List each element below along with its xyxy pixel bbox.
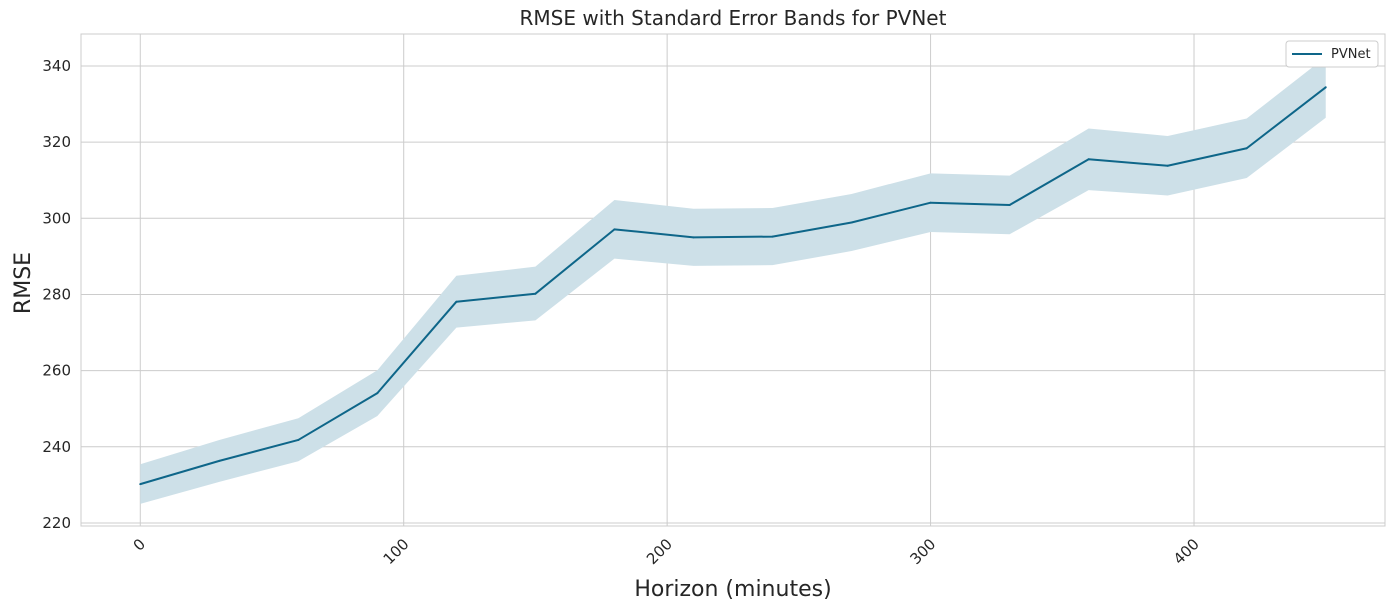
- chart-title: RMSE with Standard Error Bands for PVNet: [520, 6, 947, 30]
- x-tick-label: 200: [643, 535, 676, 568]
- legend-box: [1285, 40, 1379, 68]
- x-tick-labels: 0 100 200 300 400: [130, 535, 1203, 568]
- error-band-layer: [140, 56, 1326, 504]
- legend-label-pvnet: PVNet: [1331, 47, 1371, 62]
- x-axis-label: Horizon (minutes): [634, 577, 831, 602]
- data-point: [297, 438, 300, 441]
- x-tick-label: 400: [1170, 535, 1203, 568]
- data-point: [1008, 203, 1011, 206]
- data-point: [1166, 164, 1169, 167]
- y-tick-label: 340: [42, 57, 71, 75]
- data-point: [455, 300, 458, 303]
- y-tick-label: 240: [42, 438, 71, 456]
- y-tick-label: 320: [42, 133, 71, 151]
- series-line-layer: [139, 86, 1327, 486]
- data-point: [218, 459, 221, 462]
- data-point: [692, 236, 695, 239]
- data-point: [376, 392, 379, 395]
- y-tick-label: 220: [42, 514, 71, 532]
- data-point: [534, 292, 537, 295]
- data-point: [1245, 147, 1248, 150]
- data-point: [613, 228, 616, 231]
- data-point: [929, 201, 932, 204]
- y-tick-label: 280: [42, 285, 71, 303]
- y-tick-label: 300: [42, 209, 71, 227]
- y-tick-label: 260: [42, 362, 71, 380]
- y-tick-labels: 220 240 260 280 300 320 340: [42, 57, 71, 532]
- legend: PVNet: [1285, 40, 1379, 68]
- y-axis-label: RMSE: [11, 252, 36, 314]
- data-point: [1087, 158, 1090, 161]
- plot-frame: [80, 33, 1386, 527]
- x-tick-label: 0: [130, 535, 149, 554]
- data-point: [771, 235, 774, 238]
- x-tick-label: 300: [906, 535, 939, 568]
- data-point: [139, 483, 142, 486]
- error-band: [140, 56, 1326, 504]
- data-point: [1324, 86, 1327, 89]
- series-line: [139, 86, 1327, 486]
- data-point: [850, 221, 853, 224]
- x-tick-label: 100: [380, 535, 413, 568]
